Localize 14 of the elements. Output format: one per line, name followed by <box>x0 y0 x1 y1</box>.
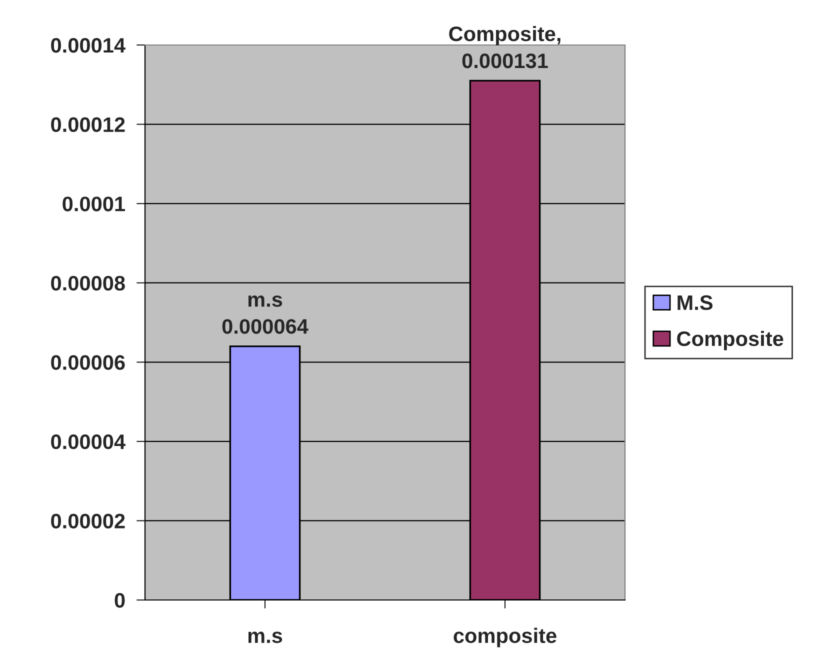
data-label: m.s 0.000064 <box>222 295 308 334</box>
y-tick-label: 0.00012 <box>51 117 125 132</box>
legend-label: M.S <box>678 295 712 310</box>
y-tick-label: 0.00004 <box>51 434 126 450</box>
y-tick-label: 0.00008 <box>51 276 125 291</box>
x-tick-label: composite <box>454 628 556 648</box>
y-tick-label: 0.00006 <box>51 355 125 370</box>
data-label: Composite, 0.000131 <box>449 26 560 68</box>
x-tick-label: m.s <box>248 632 282 644</box>
legend-label: Composite <box>677 330 784 350</box>
y-tick-label: 0 <box>114 593 125 608</box>
y-tick-label: 0.00014 <box>51 38 126 53</box>
y-tick-label: 0.0001 <box>62 196 125 212</box>
y-tick-label: 0.00002 <box>51 514 125 528</box>
